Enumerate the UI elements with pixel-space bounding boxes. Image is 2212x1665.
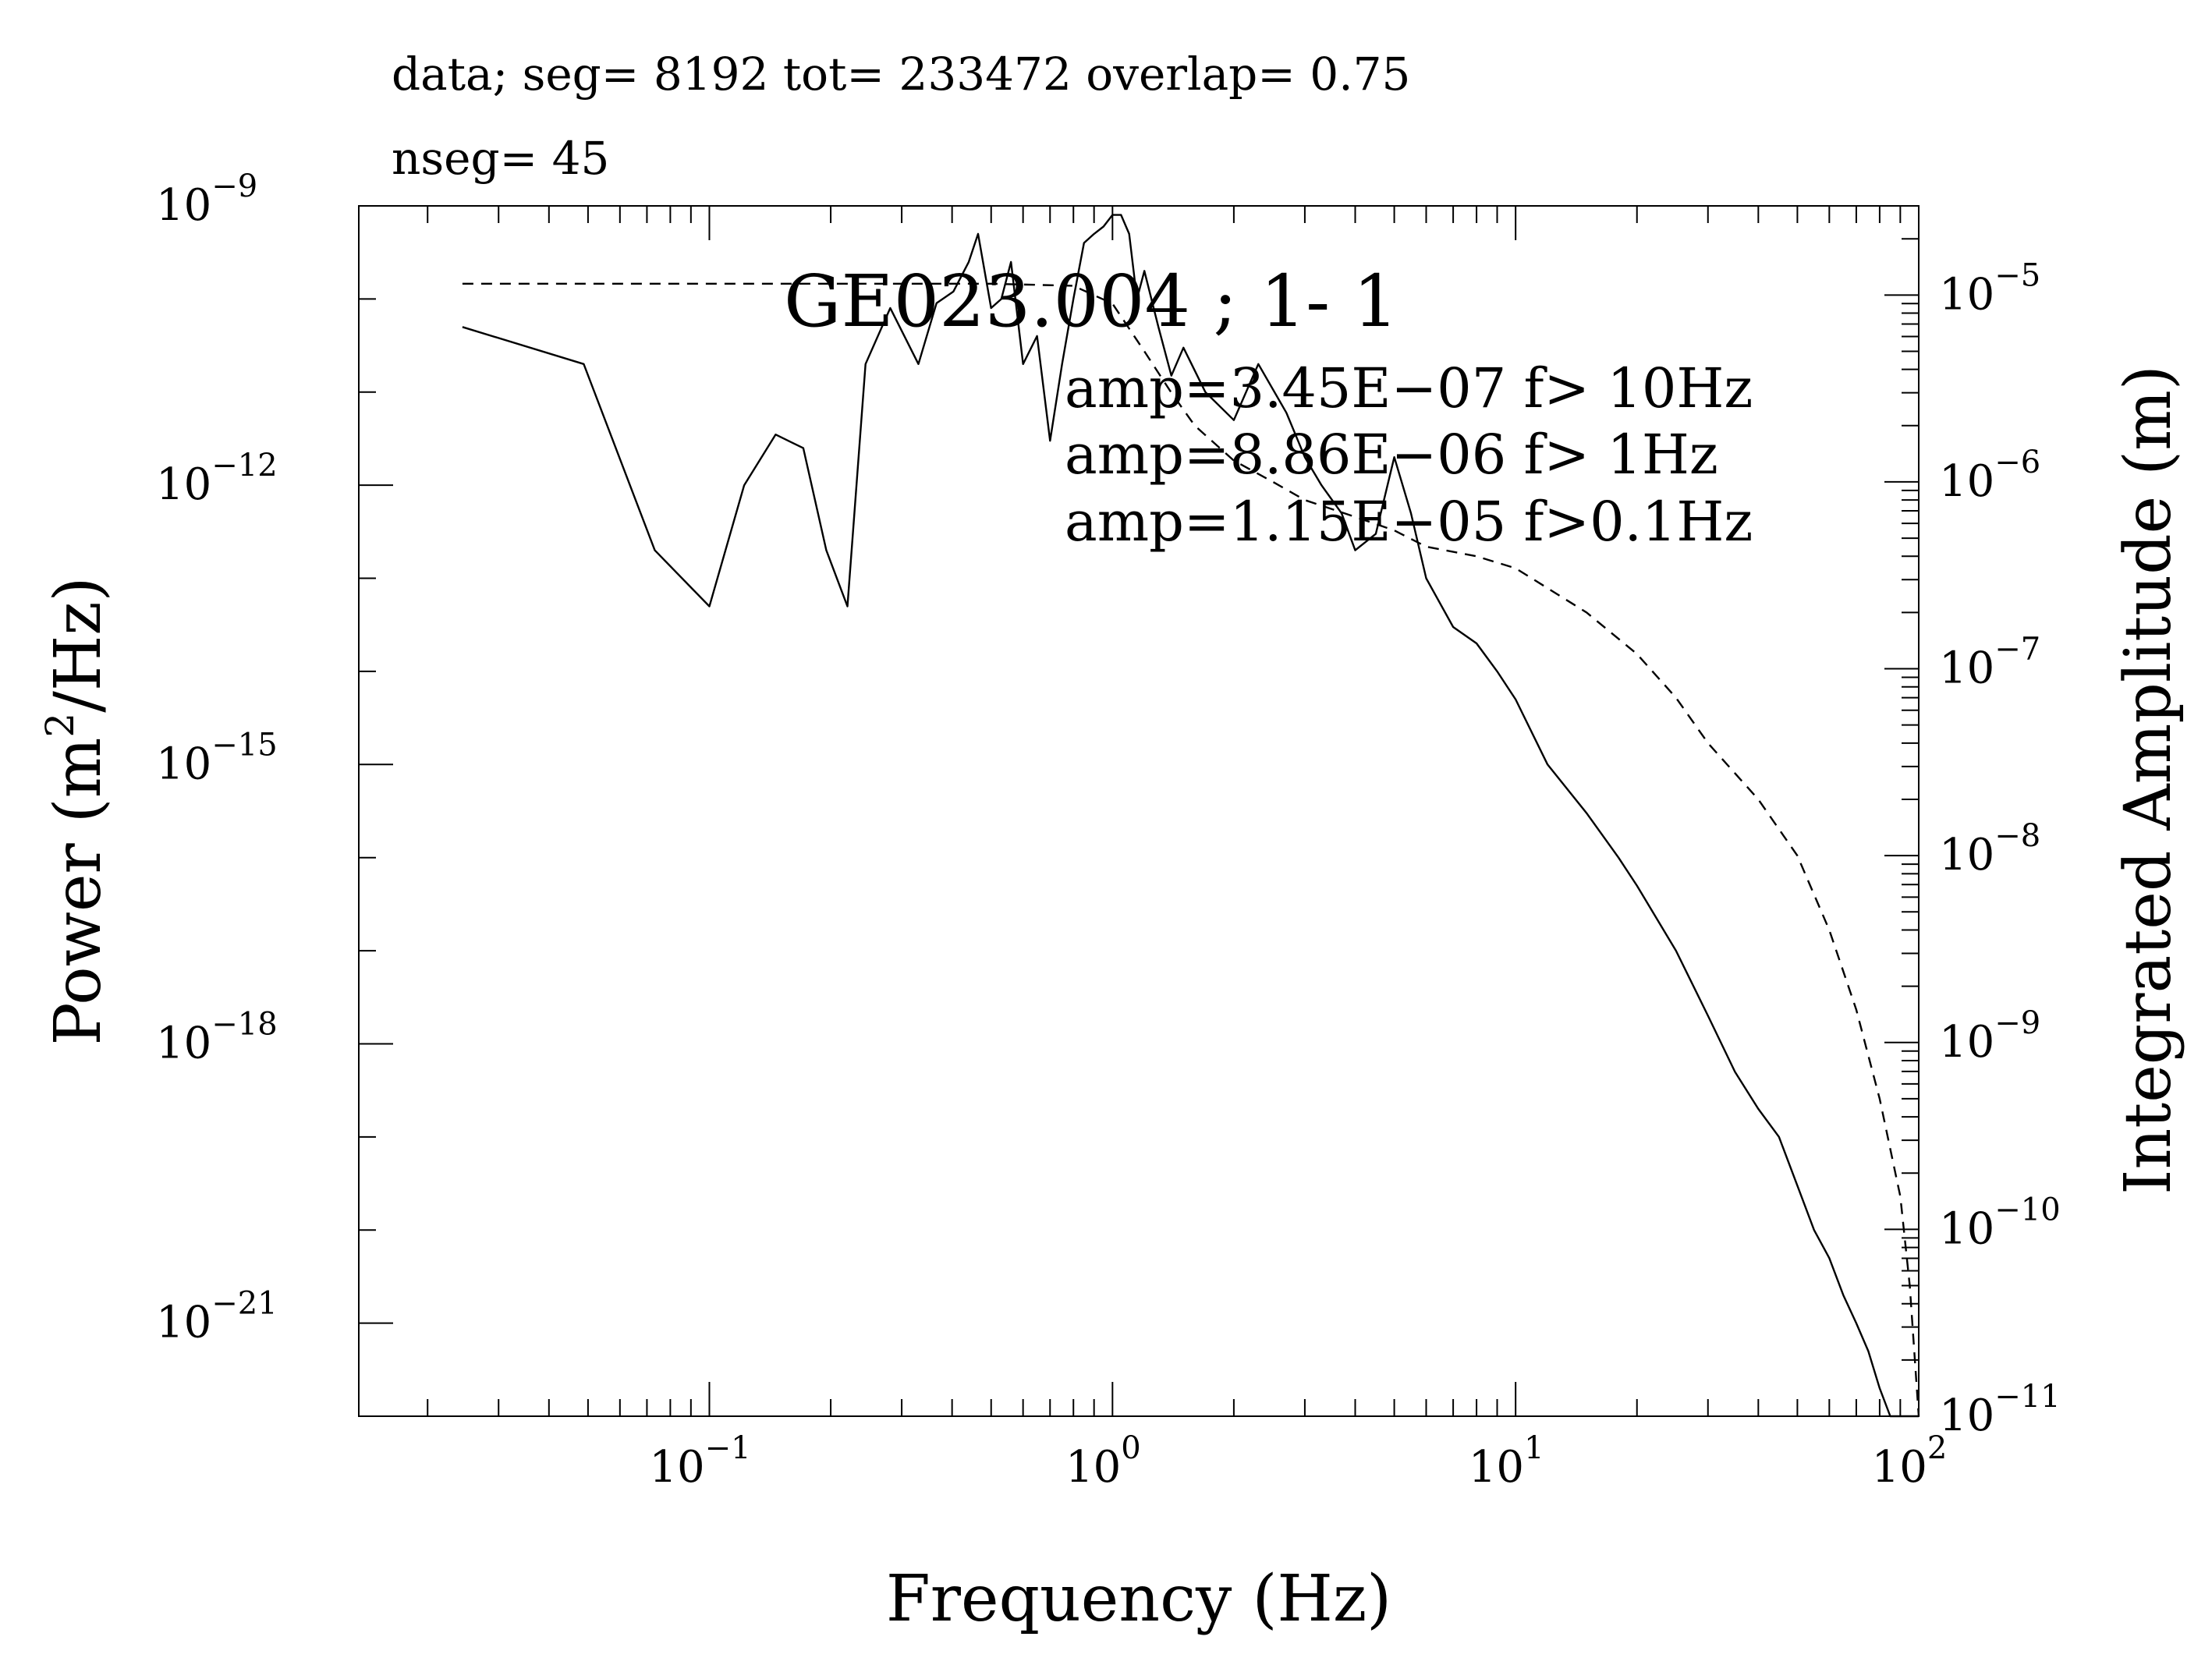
y-right-tick-label-4-exp: −9 (1994, 1005, 2040, 1041)
y-right-tick-label-0-exp: −5 (1994, 257, 2040, 293)
y-right-tick-label-5-exp: −10 (1994, 1192, 2060, 1227)
y-left-tick-label-2: 10−15 (156, 727, 278, 789)
y-left-axis-label: Power (m2/Hz) (37, 576, 115, 1045)
header-line-2: nseg= 45 (392, 132, 609, 185)
y-left-tick-label-2-exp: −15 (211, 727, 277, 763)
header-line-1: data; seg= 8192 tot= 233472 overlap= 0.7… (392, 48, 1410, 101)
y-right-tick-label-6-exp: −11 (1994, 1379, 2060, 1415)
axis-ticks (359, 205, 1920, 1417)
y-right-tick-label-5-base: 10 (1939, 1203, 1994, 1254)
x-tick-label-2: 101 (1469, 1430, 1544, 1493)
annotation-amp-10hz: amp=3.45E−07 f> 10Hz (1065, 356, 1753, 420)
x-tick-label-2-exp: 1 (1524, 1430, 1544, 1466)
x-tick-label-0: 10−1 (649, 1430, 750, 1493)
y-left-tick-label-3-base: 10 (156, 1018, 211, 1068)
data-series (462, 214, 1920, 1418)
y-left-label-sup: 2 (37, 713, 83, 738)
y-left-tick-label-0-exp: −9 (211, 168, 257, 204)
x-tick-label-0-base: 10 (649, 1442, 704, 1493)
chart-title: GE023.004 ; 1- 1 (784, 260, 1398, 343)
x-tick-label-1: 100 (1065, 1430, 1141, 1493)
y-left-tick-label-3: 10−18 (156, 1006, 278, 1068)
y-left-tick-label-1-base: 10 (156, 459, 211, 510)
x-tick-label-1-exp: 0 (1121, 1430, 1140, 1466)
y-right-tick-label-0: 10−5 (1939, 257, 2040, 320)
x-axis-label: Frequency (Hz) (886, 1562, 1391, 1636)
x-tick-label-1-base: 10 (1065, 1442, 1121, 1493)
y-left-tick-label-1: 10−12 (156, 448, 278, 510)
y-right-tick-label-3: 10−8 (1939, 818, 2040, 880)
y-right-axis-label: Integrated Amplitude (m) (2111, 365, 2185, 1195)
y-left-tick-label-1-exp: −12 (211, 448, 277, 484)
y-right-tick-label-1: 10−6 (1939, 445, 2040, 507)
plot-frame (358, 205, 1920, 1417)
y-left-tick-label-3-exp: −18 (211, 1006, 277, 1042)
y-right-tick-label-2: 10−7 (1939, 632, 2040, 694)
y-left-tick-label-4-exp: −21 (211, 1286, 277, 1322)
y-left-tick-label-2-base: 10 (156, 739, 211, 789)
y-right-tick-label-3-base: 10 (1939, 830, 1994, 880)
power-spectrum-line (462, 214, 1919, 1418)
y-right-tick-label-3-exp: −8 (1994, 818, 2040, 854)
y-right-tick-label-4: 10−9 (1939, 1005, 2040, 1068)
y-right-tick-label-5: 10−10 (1939, 1192, 2061, 1254)
y-left-tick-label-0: 10−9 (156, 168, 257, 231)
annotation-amp-1hz: amp=8.86E−06 f> 1Hz (1065, 423, 1718, 487)
integrated-amplitude-line (462, 282, 1920, 1417)
x-tick-label-3-base: 10 (1872, 1442, 1927, 1493)
y-left-label-prefix: Power (m (41, 738, 115, 1046)
y-left-tick-label-4-base: 10 (156, 1298, 211, 1348)
y-right-tick-label-2-exp: −7 (1994, 632, 2040, 668)
x-tick-label-3-exp: 2 (1927, 1430, 1947, 1466)
y-right-tick-label-6-base: 10 (1939, 1390, 1994, 1441)
y-left-label-suffix: /Hz) (41, 576, 115, 712)
x-tick-label-0-exp: −1 (705, 1430, 751, 1466)
y-right-tick-label-2-base: 10 (1939, 643, 1994, 694)
y-right-tick-label-1-base: 10 (1939, 456, 1994, 507)
x-tick-labels: 10−1 100 101 102 (649, 1430, 1947, 1493)
annotation-amp-0.1hz: amp=1.15E−05 f>0.1Hz (1065, 490, 1753, 554)
y-right-tick-label-4-base: 10 (1939, 1017, 1994, 1068)
y-right-tick-label-6: 10−11 (1939, 1379, 2061, 1441)
x-tick-label-3: 102 (1872, 1430, 1948, 1493)
y-right-tick-label-0-base: 10 (1939, 269, 1994, 320)
y-right-tick-label-1-exp: −6 (1994, 445, 2040, 480)
y-left-tick-label-4: 10−21 (156, 1286, 278, 1348)
y-left-tick-label-0-base: 10 (156, 180, 211, 231)
x-tick-label-2-base: 10 (1469, 1442, 1524, 1493)
